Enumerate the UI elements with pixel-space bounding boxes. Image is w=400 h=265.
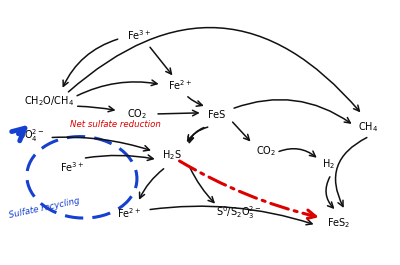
Text: Net sulfate reduction: Net sulfate reduction <box>70 120 161 129</box>
Text: CO$_2$: CO$_2$ <box>127 107 147 121</box>
Text: CO$_2$: CO$_2$ <box>256 144 276 158</box>
Text: Fe$^{2+}$: Fe$^{2+}$ <box>168 78 192 92</box>
Text: CH$_2$O/CH$_4$: CH$_2$O/CH$_4$ <box>24 94 74 108</box>
Text: S$^0$/S$_2$O$_3^{2-}$: S$^0$/S$_2$O$_3^{2-}$ <box>216 205 262 221</box>
Text: FeS: FeS <box>208 110 226 120</box>
Text: CH$_4$: CH$_4$ <box>358 120 378 134</box>
Text: FeS$_2$: FeS$_2$ <box>327 217 350 230</box>
Text: Fe$^{3+}$: Fe$^{3+}$ <box>127 28 151 42</box>
Text: SO$_4^{2-}$: SO$_4^{2-}$ <box>18 127 44 144</box>
Text: Fe$^{3+}$: Fe$^{3+}$ <box>60 160 84 174</box>
Text: H$_2$S: H$_2$S <box>162 148 182 162</box>
Text: H$_2$: H$_2$ <box>322 157 335 171</box>
Text: Sulfate recycling: Sulfate recycling <box>8 196 81 219</box>
Text: Fe$^{2+}$: Fe$^{2+}$ <box>117 206 141 220</box>
